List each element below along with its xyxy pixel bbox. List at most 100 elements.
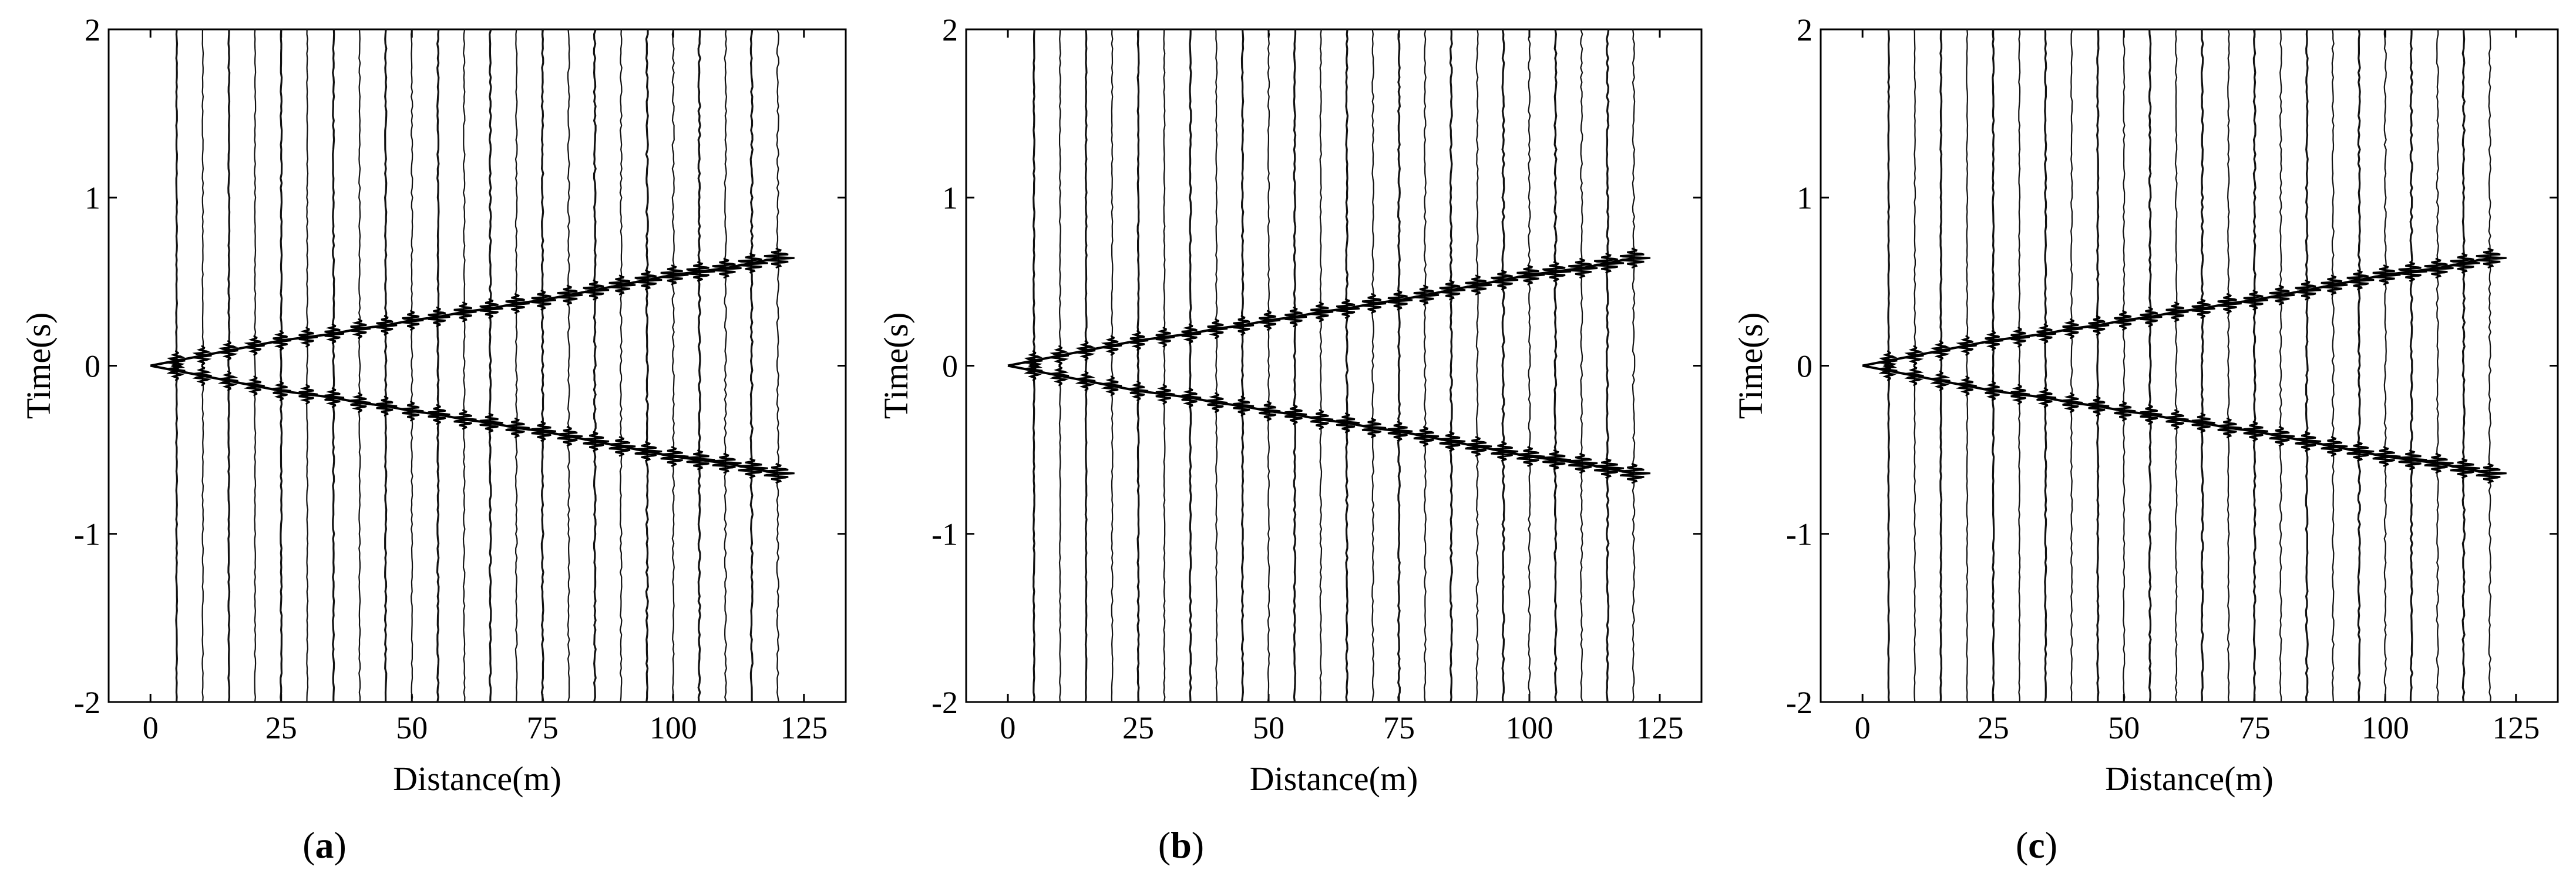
arrival-wavelet-lower — [2140, 404, 2163, 425]
caption-open: ( — [302, 824, 315, 866]
arrival-wavelet-lower — [1568, 452, 1598, 474]
arrival-wavelet-upper — [1516, 264, 1545, 286]
arrival-wavelet-upper — [1413, 284, 1440, 306]
panel-a: -2 -1 0 1 2 0 25 50 75 100 125 Distance(m) Time(s) (a… — [19, 12, 847, 866]
arrival-wavelet-upper — [1075, 340, 1096, 361]
seismic-trace — [749, 29, 754, 703]
arrival-wavelet-upper — [2062, 318, 2083, 340]
arrival-wavelet-lower — [634, 441, 663, 462]
arrival-wavelet-lower — [1542, 449, 1572, 471]
arrival-wavelet-lower — [217, 370, 238, 391]
arrival-wavelet-lower — [738, 458, 768, 479]
panel-c: -2 -1 0 1 2 0 25 50 75 100 125 Distance(m) Time(s) (c… — [1731, 12, 2559, 866]
x-tick-label: 75 — [1383, 710, 1415, 745]
panel-caption: (a) — [302, 824, 347, 866]
caption-letter: a — [315, 824, 334, 866]
x-tick-label: 75 — [2239, 710, 2271, 745]
seismic-trace — [2096, 29, 2100, 703]
arrival-wavelet-lower — [686, 449, 715, 471]
seismic-trace — [358, 29, 361, 703]
x-tick-label: 75 — [527, 710, 559, 745]
caption-open: ( — [2016, 824, 2028, 866]
arrival-wavelet-lower — [2476, 462, 2507, 484]
seismic-trace — [2044, 29, 2047, 703]
seismic-trace — [2148, 29, 2152, 703]
arrival-wavelet-upper — [1619, 247, 1651, 269]
arrival-wavelet-upper — [2346, 269, 2375, 291]
arrival-wavelet-lower — [1207, 392, 1228, 414]
arrival-wavelet-lower — [1129, 380, 1149, 402]
arrival-wavelet-lower — [402, 401, 424, 422]
arrival-wavelet-upper — [2269, 284, 2295, 306]
arrival-wavelet-upper — [2243, 290, 2268, 311]
arrival-wavelet-lower — [453, 409, 477, 430]
series-upper-arrival — [150, 257, 778, 367]
arrival-wavelet-lower — [1465, 436, 1492, 457]
arrival-wavelet-upper — [453, 301, 477, 323]
arrival-wavelet-upper — [2217, 293, 2242, 314]
seismic-trace — [2383, 29, 2387, 703]
arrival-wavelet-upper — [244, 335, 265, 356]
series-lower-arrival — [1862, 364, 2490, 475]
seismic-trace — [306, 29, 309, 703]
seismic-trace — [1449, 29, 1453, 703]
arrival-wavelet-upper — [402, 310, 424, 331]
arrival-wavelet-lower — [583, 431, 610, 452]
arrival-wavelet-upper — [1361, 293, 1387, 314]
seismic-trace — [2122, 29, 2126, 703]
seismic-trace — [488, 29, 492, 703]
seismic-trace — [2252, 29, 2256, 703]
arrival-wavelet-lower — [2114, 401, 2136, 422]
arrival-wavelet-upper — [712, 257, 742, 279]
arrival-wavelet-upper — [1233, 315, 1255, 336]
arrival-wavelet-upper — [1904, 345, 1924, 366]
arrival-wavelet-lower — [1155, 384, 1175, 405]
seismic-trace — [1913, 29, 1916, 703]
series-upper-arrival — [1862, 257, 2490, 367]
plot-frame — [107, 28, 847, 703]
seismic-trace — [384, 29, 388, 702]
arrival-wavelet-upper — [608, 274, 636, 295]
traces — [1023, 29, 1651, 703]
x-tick-label: 25 — [1122, 710, 1154, 745]
arrival-wavelet-lower — [1878, 360, 1898, 381]
arrival-wavelet-upper — [2450, 252, 2480, 274]
caption-close: ) — [334, 824, 347, 866]
arrival-wavelet-lower — [2010, 384, 2030, 405]
arrival-wavelet-lower — [2088, 395, 2110, 417]
x-tick-label: 125 — [780, 710, 828, 745]
arrival-wavelet-upper — [324, 323, 345, 344]
seismic-trace — [1189, 29, 1192, 703]
arrival-wavelet-upper — [2398, 261, 2427, 283]
arrival-wavelet-lower — [531, 421, 556, 442]
arrival-wavelet-upper — [2010, 327, 2030, 348]
seismic-trace — [776, 29, 780, 703]
y-tick-label: 1 — [85, 180, 100, 216]
arrival-wavelet-lower — [2321, 436, 2348, 457]
arrival-wavelet-lower — [298, 384, 318, 405]
x-axis-label: Distance(m) — [393, 760, 561, 798]
arrival-wavelet-lower — [1956, 375, 1977, 397]
seismic-trace — [1992, 29, 1995, 703]
arrival-wavelet-upper — [686, 261, 715, 283]
arrival-wavelet-upper — [217, 340, 238, 361]
seismic-trace — [619, 29, 623, 703]
x-tick-label: 100 — [2362, 710, 2409, 745]
y-tick-label: -1 — [1786, 517, 1812, 552]
arrival-wavelet-upper — [1542, 261, 1572, 283]
seismic-trace — [1111, 29, 1114, 703]
arrival-wavelet-upper — [1284, 306, 1307, 328]
caption-open: ( — [1158, 824, 1171, 866]
seismic-trace — [1397, 29, 1401, 703]
x-tick-label: 0 — [143, 710, 159, 745]
arrival-wavelet-lower — [1387, 421, 1413, 442]
arrival-wavelet-lower — [2062, 392, 2083, 414]
y-tick-label: 2 — [85, 12, 100, 48]
arrival-wavelet-upper — [1491, 269, 1519, 291]
arrival-wavelet-upper — [557, 284, 583, 306]
seismic-trace — [1136, 29, 1140, 703]
arrival-wavelet-upper — [1465, 274, 1492, 295]
arrival-wavelet-upper — [1336, 298, 1360, 320]
arrival-wavelet-lower — [1439, 431, 1466, 452]
arrival-wavelet-upper — [479, 298, 503, 319]
